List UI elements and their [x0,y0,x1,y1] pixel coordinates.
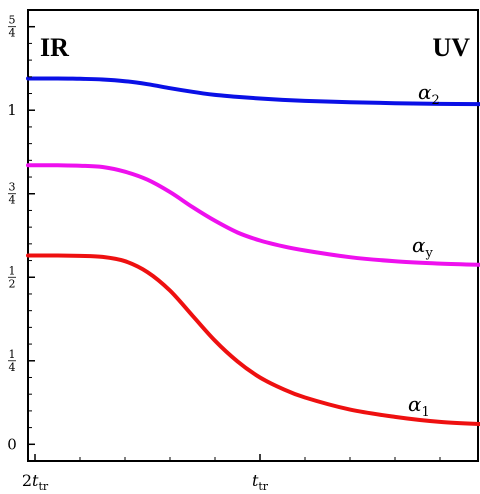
series-line-y [26,163,480,267]
y-tick-denominator: 4 [9,27,16,40]
x-tick-label: ttr [252,471,269,493]
y-tick-numerator: 1 [9,348,16,361]
series-line-1 [26,253,480,427]
y-tick-label: 1 [7,101,17,119]
y-tick-numerator: 1 [9,264,16,277]
annotation-uv: UV [432,33,470,62]
y-tick-denominator: 4 [9,361,16,374]
plot-frame [27,9,479,462]
y-tick-label: 0 [7,435,17,453]
annotation-ir: IR [40,33,69,62]
x-tick-label: 2ttr [22,471,49,493]
x-axis: 2ttrttr0 [22,454,480,493]
y-tick-numerator: 5 [9,14,16,27]
series-label-2: α2 [418,80,440,108]
y-tick-denominator: 2 [9,277,16,290]
series-label-1: α1 [408,392,430,420]
series-curves [26,76,480,427]
y-tick-denominator: 4 [9,194,16,207]
series-labels: α2 αy α1 [408,80,440,420]
series-label-y: αy [412,233,434,261]
y-tick-numerator: 3 [9,181,16,194]
series-line-2 [26,76,480,107]
